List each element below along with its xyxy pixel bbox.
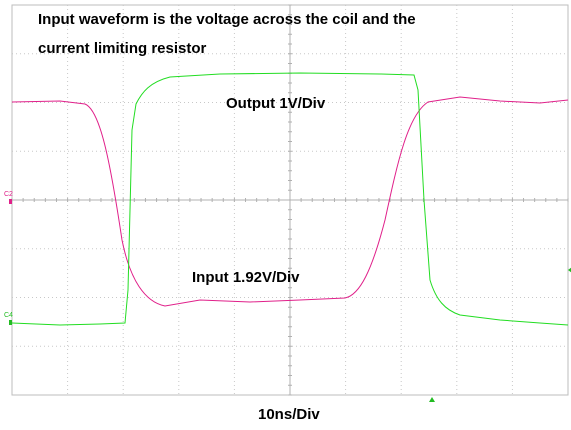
channel-marker: C2 (4, 191, 13, 198)
channel-marker: C4 (4, 312, 13, 319)
trigger-position-marker (429, 397, 435, 402)
graticule (11, 4, 569, 396)
output-trace (11, 72, 569, 326)
channel-tick (9, 320, 12, 325)
title-line: Input waveform is the voltage across the… (38, 11, 416, 28)
title-line: current limiting resistor (38, 40, 207, 57)
trace-label: Output 1V/Div (226, 95, 326, 112)
trigger-level-marker (568, 267, 571, 273)
channel-tick (9, 199, 12, 204)
input-trace (11, 96, 569, 307)
timebase-label: 10ns/Div (258, 406, 320, 423)
trace-label: Input 1.92V/Div (192, 269, 300, 286)
